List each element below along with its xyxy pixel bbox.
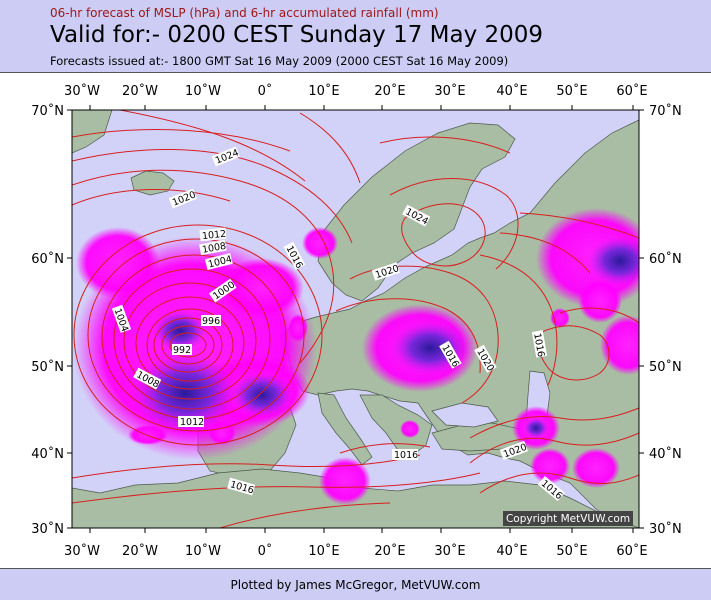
footer-divider (0, 568, 711, 569)
lon-label: 20˚E (374, 83, 405, 99)
map-panel: 1024 1020 1012 1008 1004 1000 996 992 10… (0, 73, 711, 568)
lon-label: 50˚E (556, 543, 587, 559)
lat-label: 60˚N (649, 251, 682, 267)
isobar-label: 1012 (202, 229, 227, 242)
lon-labels-top: 30˚W 20˚W 10˚W 0˚ 10˚E 20˚E 30˚E 40˚E 50… (64, 83, 648, 99)
lat-label: 70˚N (31, 103, 64, 119)
isobar-label: 1008 (201, 241, 227, 256)
credit-text: Plotted by James McGregor, MetVUW.com (230, 578, 481, 592)
lat-label: 30˚N (649, 521, 682, 537)
lon-label: 30˚E (434, 83, 465, 99)
lat-label: 50˚N (649, 359, 682, 375)
isobar-label: 1016 (394, 450, 418, 461)
isobar-label: 1016 (531, 332, 546, 358)
lon-label: 40˚E (496, 83, 527, 99)
lon-label: 60˚E (616, 83, 647, 99)
isobar-label: 1012 (180, 417, 204, 428)
lat-label: 60˚N (31, 251, 64, 267)
lat-label: 40˚N (31, 446, 64, 462)
lon-label: 30˚E (434, 543, 465, 559)
lon-label: 0˚ (258, 543, 273, 559)
lon-label: 30˚W (64, 543, 100, 559)
issue-time: Forecasts issued at:- 1800 GMT Sat 16 Ma… (50, 54, 509, 68)
lon-label: 10˚W (185, 543, 221, 559)
valid-time-title: Valid for:- 0200 CEST Sunday 17 May 2009 (50, 22, 544, 48)
lat-ticks (67, 109, 644, 529)
lon-label: 20˚W (122, 543, 158, 559)
isobar-label: 996 (202, 316, 220, 327)
forecast-subtitle: 06-hr forecast of MSLP (hPa) and 6-hr ac… (50, 6, 439, 20)
lat-labels-left: 70˚N 60˚N 50˚N 40˚N 30˚N (31, 103, 64, 537)
forecast-map: 1024 1020 1012 1008 1004 1000 996 992 10… (31, 83, 682, 559)
lon-label: 10˚E (308, 543, 339, 559)
header: 06-hr forecast of MSLP (hPa) and 6-hr ac… (0, 0, 711, 72)
lon-label: 40˚E (496, 543, 527, 559)
copyright-text: Copyright MetVUW.com (506, 513, 630, 525)
lon-label: 20˚E (374, 543, 405, 559)
lat-label: 70˚N (649, 103, 682, 119)
lon-label: 50˚E (556, 83, 587, 99)
map-border (71, 109, 640, 529)
lon-label: 60˚E (616, 543, 647, 559)
isobar-label: 992 (173, 345, 191, 356)
lat-label: 30˚N (31, 521, 64, 537)
lon-labels-bottom: 30˚W 20˚W 10˚W 0˚ 10˚E 20˚E 30˚E 40˚E 50… (64, 543, 648, 559)
footer: Plotted by James McGregor, MetVUW.com (0, 569, 711, 600)
header-divider (0, 72, 711, 73)
lat-labels-right: 70˚N 60˚N 50˚N 40˚N 30˚N (649, 103, 682, 537)
lat-label: 40˚N (649, 446, 682, 462)
lon-label: 30˚W (64, 83, 100, 99)
lon-label: 10˚E (308, 83, 339, 99)
lon-label: 10˚W (185, 83, 221, 99)
copyright-box (503, 511, 633, 526)
lat-label: 50˚N (31, 359, 64, 375)
lon-ticks (89, 105, 634, 533)
lon-label: 20˚W (122, 83, 158, 99)
lon-label: 0˚ (258, 83, 273, 99)
